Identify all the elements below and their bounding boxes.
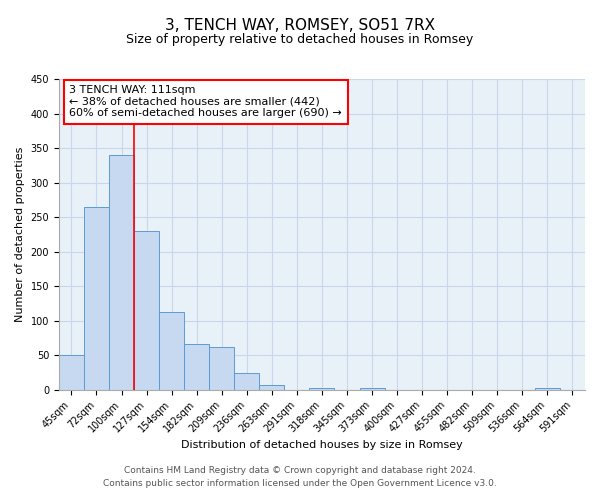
Text: Contains HM Land Registry data © Crown copyright and database right 2024.
Contai: Contains HM Land Registry data © Crown c… [103,466,497,487]
Bar [359,388,385,390]
Bar [535,388,560,390]
Bar [234,372,259,390]
Text: 3 TENCH WAY: 111sqm
← 38% of detached houses are smaller (442)
60% of semi-detac: 3 TENCH WAY: 111sqm ← 38% of detached ho… [70,85,342,118]
X-axis label: Distribution of detached houses by size in Romsey: Distribution of detached houses by size … [181,440,463,450]
Bar [310,388,334,390]
Text: Size of property relative to detached houses in Romsey: Size of property relative to detached ho… [127,32,473,46]
Text: 3, TENCH WAY, ROMSEY, SO51 7RX: 3, TENCH WAY, ROMSEY, SO51 7RX [165,18,435,32]
Bar [59,356,84,390]
Bar [84,207,109,390]
Bar [209,347,234,390]
Bar [134,231,159,390]
Bar [109,155,134,390]
Y-axis label: Number of detached properties: Number of detached properties [15,146,25,322]
Bar [159,312,184,390]
Bar [184,344,209,390]
Bar [259,385,284,390]
